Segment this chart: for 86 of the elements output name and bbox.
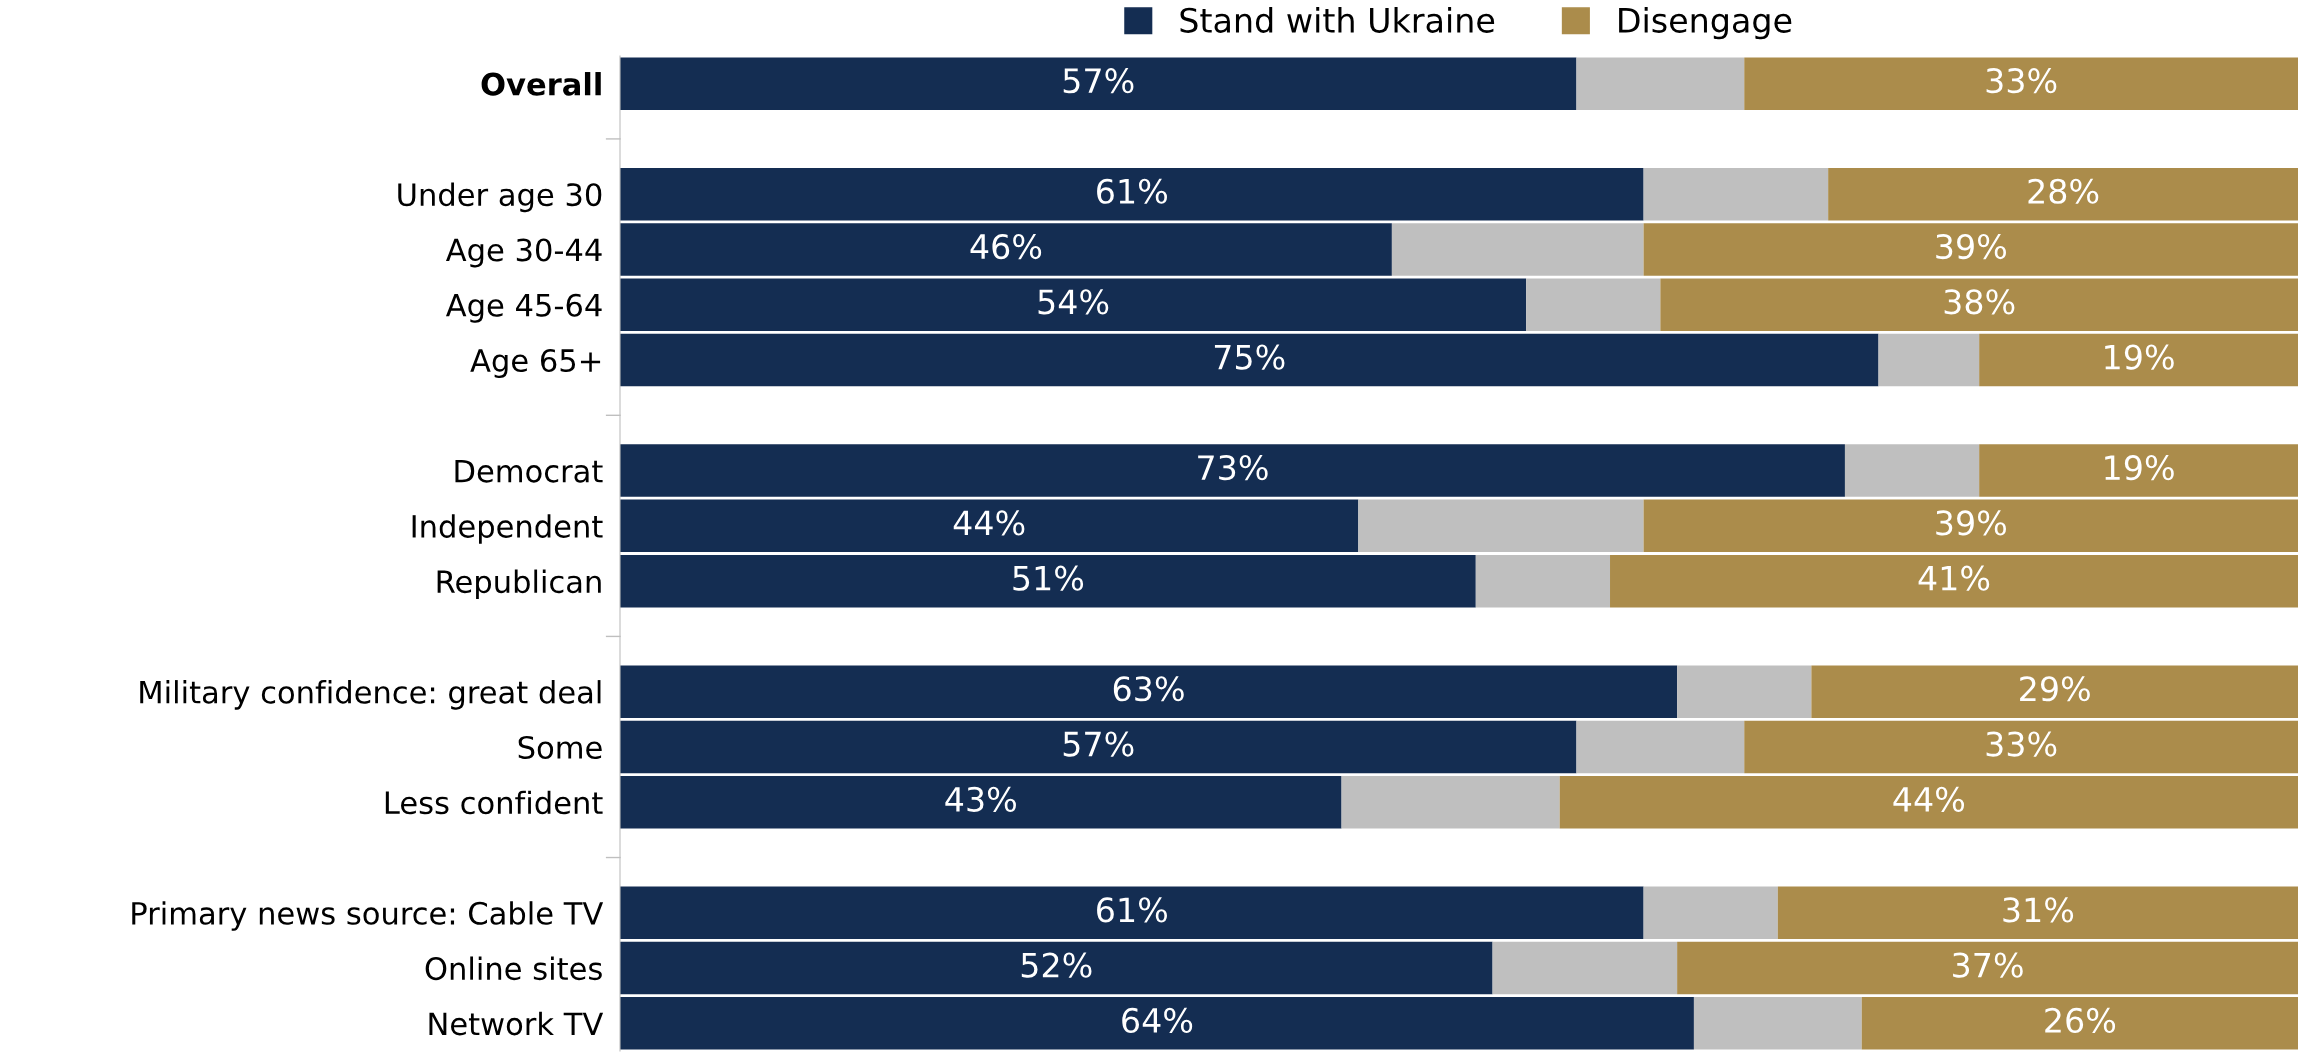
data-label: 75% [1214,344,1285,370]
data-label: 41% [1918,565,1990,591]
bar [1660,278,2298,332]
data-label: 37% [1953,952,2023,978]
data-label: 31% [2003,897,2074,923]
bar [620,167,1644,221]
data-label: 64% [1122,1007,1193,1034]
data-label: 29% [2020,676,2090,702]
data-label: 28% [2028,178,2099,204]
data-label: 44% [1893,786,1965,812]
data-label: 46% [970,233,1042,260]
data-label: 19% [2105,344,2174,370]
data-label: 19% [2105,455,2174,481]
data-label: 57% [1063,731,1134,757]
bar [1576,720,1745,774]
bar [620,223,1392,276]
y-tick-label: Age 30-44 [445,238,602,268]
bar [1391,223,1644,276]
bar [1643,167,1829,221]
bar [1744,57,2298,110]
bar [1643,886,1778,940]
bar [620,720,1577,774]
y-tick-label: Primary news source: Cable TV [132,901,604,931]
data-label: 39% [1936,510,2006,536]
y-tick-label: Military confidence: great deal [140,680,601,710]
data-label: 33% [1986,731,2057,757]
data-label: 54% [1038,289,1109,315]
y-tick-label: Online sites [425,956,602,981]
bar [620,941,1493,995]
bar [1979,444,2298,497]
data-label: 51% [1013,565,1084,591]
bar [1811,665,2298,718]
data-label: 61% [1097,897,1167,923]
bar [620,444,1845,497]
data-label: 73% [1198,455,1268,481]
data-label: 43% [945,786,1016,812]
bar [620,333,1879,387]
y-tick-label: Age 45-64 [445,293,602,323]
bar [1979,333,2298,387]
bar [620,775,1342,829]
bar [620,554,1476,608]
data-label: 52% [1021,952,1092,978]
bar [1643,499,2298,553]
data-label: 63% [1113,676,1184,702]
legend-label: Stand with Ukraine [1180,7,1495,33]
y-tick-label: Network TV [429,1011,604,1036]
bar [1610,554,2298,608]
bar [1341,775,1560,829]
y-tick-label: Less confident [385,790,603,815]
y-tick-label: Some [518,735,602,760]
y-tick-label: Overall [481,72,601,96]
bar [620,665,1678,718]
bar [1492,941,1678,995]
bar [1526,278,1661,332]
data-label: 44% [953,510,1025,536]
data-label: 33% [1986,68,2057,94]
data-label: 38% [1944,289,2015,315]
bar [1677,665,1812,718]
data-label: 61% [1097,178,1167,204]
bar [1693,997,1862,1050]
bar [620,886,1644,940]
bar [620,278,1527,332]
legend-label: Disengage [1619,7,1792,40]
data-label: 57% [1063,68,1134,94]
bar [620,57,1577,110]
y-tick-label: Republican [437,569,601,600]
y-tick-label: Independent [412,514,603,544]
bar [1358,499,1644,553]
y-tick-label: Democrat [455,459,603,483]
bar [1643,223,2298,276]
bar [1744,720,2298,774]
bar [1878,333,1980,387]
bar [1677,941,2298,995]
bar [1559,775,2298,829]
bar [1861,997,2298,1050]
y-tick-label: Age 65+ [470,348,601,378]
bar [620,997,1694,1050]
y-tick-label: Under age 30 [398,182,602,213]
data-label: 26% [2045,1007,2116,1034]
data-label: 39% [1936,233,2006,260]
bar [1828,167,2298,221]
bar [1777,886,2298,940]
bar [1576,57,1745,110]
bar [620,499,1359,553]
bar [1844,444,1980,497]
bar [1475,554,1611,608]
